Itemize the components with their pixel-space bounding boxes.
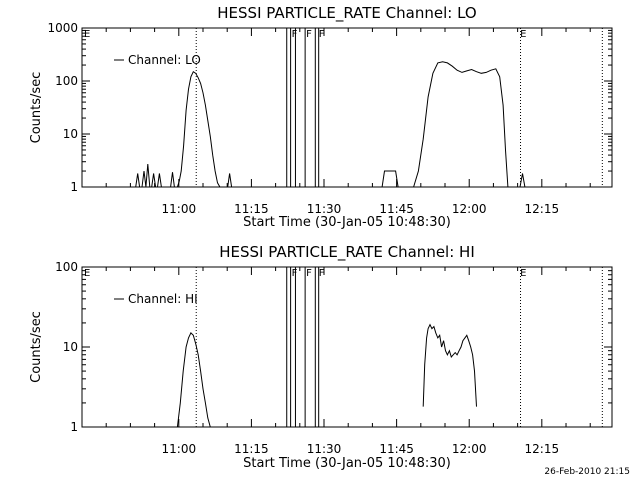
y-axis-label: Counts/sec <box>29 72 44 144</box>
x-tick-label: 11:15 <box>234 442 269 456</box>
legend-label: Channel: HI <box>128 292 198 306</box>
y-tick-label: 100 <box>55 260 78 274</box>
y-tick-label: 10 <box>63 340 78 354</box>
x-tick-label: 12:15 <box>525 202 560 216</box>
hi-channel-plot: HESSI PARTICLE_RATE Channel: HI 11:00 11:1… <box>29 243 613 471</box>
x-tick-label: 11:30 <box>307 202 342 216</box>
series-line-segment <box>135 164 162 188</box>
x-tick-label: 11:00 <box>162 442 197 456</box>
x-axis-label: Start Time (30-Jan-05 10:48:30) <box>243 215 451 230</box>
flag-label: E <box>520 268 526 279</box>
footer-date: 26-Feb-2010 21:15 <box>544 467 630 477</box>
series-line-segment <box>176 70 221 188</box>
series-line-segment <box>170 172 175 188</box>
x-tick-label: 11:00 <box>162 202 197 216</box>
x-tick-label: 11:15 <box>234 202 269 216</box>
y-tick-label: 1 <box>70 180 78 194</box>
legend-label: Channel: LO <box>128 53 201 67</box>
y-axis-label: Counts/sec <box>29 311 44 383</box>
series-line-segment <box>381 170 399 188</box>
x-tick-label: 11:45 <box>379 202 414 216</box>
series-line-segment <box>422 323 477 407</box>
y-tick-label: 1000 <box>47 21 78 35</box>
y-tick-label: 1 <box>70 420 78 434</box>
x-tick-label: 11:30 <box>307 442 342 456</box>
series-line-segment <box>176 332 211 428</box>
x-tick-label: 12:15 <box>525 442 560 456</box>
x-tick-label: 12:00 <box>452 202 487 216</box>
series-line-segment <box>227 173 233 188</box>
y-tick-label: 100 <box>55 74 78 88</box>
chart-title: HESSI PARTICLE_RATE Channel: HI <box>219 243 475 262</box>
flag-label: F <box>319 29 325 40</box>
series-line-segment <box>519 173 526 188</box>
plot-frame <box>81 266 613 428</box>
flag-label: F <box>319 268 325 279</box>
y-tick-label: 10 <box>63 127 78 141</box>
flag-label: F <box>306 268 312 279</box>
flag-label: E <box>84 268 90 279</box>
x-tick-label: 11:45 <box>379 442 414 456</box>
flag-label: F <box>292 29 298 40</box>
flag-label: E <box>84 29 90 40</box>
chart-title: HESSI PARTICLE_RATE Channel: LO <box>217 4 476 23</box>
x-tick-label: 12:00 <box>452 442 487 456</box>
series-line-segment <box>413 61 509 188</box>
lo-channel-plot: HESSI PARTICLE_RATE Channel: LO 11:00 11:1… <box>29 4 613 230</box>
plot-frame <box>81 27 613 188</box>
flag-label: E <box>520 29 526 40</box>
flag-label: F <box>306 29 312 40</box>
flag-label: F <box>292 268 298 279</box>
x-axis-label: Start Time (30-Jan-05 10:48:30) <box>243 456 451 471</box>
